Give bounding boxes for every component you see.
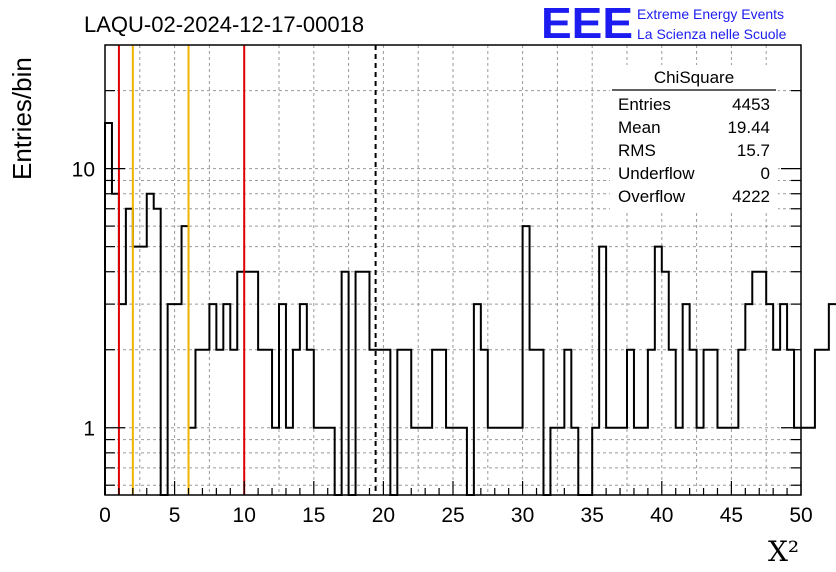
y-axis-label: Entries/bin — [7, 57, 37, 180]
x-tick-label: 30 — [511, 504, 534, 527]
x-tick-label: 0 — [99, 504, 111, 527]
stats-box-title: ChiSquare — [654, 68, 734, 87]
stats-value: 19.44 — [727, 118, 770, 137]
stats-value: 0 — [761, 164, 770, 183]
stats-value: 4222 — [732, 187, 770, 206]
stats-label: Overflow — [618, 187, 686, 206]
y-tick-label: 10 — [72, 159, 95, 182]
x-tick-label: 45 — [720, 504, 743, 527]
chart-title: LAQU-02-2024-12-17-00018 — [84, 12, 364, 37]
stats-value: 15.7 — [737, 141, 770, 160]
axis-ticks — [104, 90, 802, 495]
stats-label: RMS — [618, 141, 656, 160]
x-tick-label: 20 — [372, 504, 395, 527]
x-tick-label: 50 — [789, 504, 812, 527]
logo-mark: EEE — [541, 0, 633, 48]
marker-lines — [117, 45, 377, 495]
x-tick-label: 35 — [581, 504, 604, 527]
x-axis-label: Χ² — [768, 535, 799, 568]
stats-box: ChiSquare Entries 4453 Mean 19.44 RMS 15.7 Und… — [610, 65, 778, 210]
stats-rows: Entries 4453 Mean 19.44 RMS 15.7 Underflow 0 Ove… — [618, 95, 770, 206]
stats-label: Entries — [618, 95, 671, 114]
x-tick-label: 25 — [441, 504, 464, 527]
stats-box-bg — [610, 65, 778, 210]
x-tick-label: 40 — [650, 504, 673, 527]
eee-logo: EEE Extreme Energy Events La Scienza nel… — [541, 0, 787, 48]
logo-line2: La Scienza nelle Scuole — [637, 26, 787, 42]
grid-lines — [105, 45, 801, 495]
x-tick-label: 15 — [302, 504, 325, 527]
y-tick-label: 1 — [83, 418, 95, 441]
x-tick-label: 5 — [169, 504, 181, 527]
tick-labels: 0 5 10 15 20 25 30 35 40 45 50 1 10 — [72, 159, 813, 527]
stats-label: Mean — [618, 118, 661, 137]
logo-line1: Extreme Energy Events — [637, 6, 784, 22]
x-tick-label: 10 — [233, 504, 256, 527]
stats-label: Underflow — [618, 164, 695, 183]
stats-value: 4453 — [732, 95, 770, 114]
